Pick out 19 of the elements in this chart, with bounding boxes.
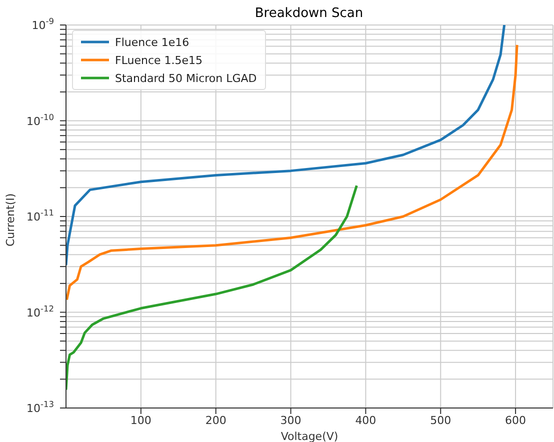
x-tick-label: 300: [280, 414, 302, 427]
x-axis-title: Voltage(V): [280, 430, 338, 442]
x-tick-label: 400: [355, 414, 376, 427]
legend-label: FLuence 1.5e15: [115, 54, 203, 66]
chart-title: Breakdown Scan: [254, 6, 364, 21]
x-tick-label: 200: [205, 414, 226, 427]
legend-label: Standard 50 Micron LGAD: [115, 72, 257, 84]
y-tick-label: 10$^{-13}$: [26, 399, 54, 415]
y-tick-label: 10$^{-9}$: [32, 16, 54, 32]
y-tick-label: 10$^{-11}$: [26, 208, 54, 224]
x-tick-label: 500: [430, 414, 452, 427]
y-axis-title: Current(I): [4, 193, 17, 246]
line-series: [66, 184, 358, 392]
line-series: [66, 25, 506, 266]
y-tick-label: 10$^{-12}$: [26, 303, 54, 320]
x-tick-label: 600: [505, 414, 526, 427]
x-tick-label: 100: [130, 414, 152, 427]
y-tick-label: 10$^{-10}$: [26, 112, 54, 128]
legend-label: Fluence 1e16: [115, 36, 190, 48]
